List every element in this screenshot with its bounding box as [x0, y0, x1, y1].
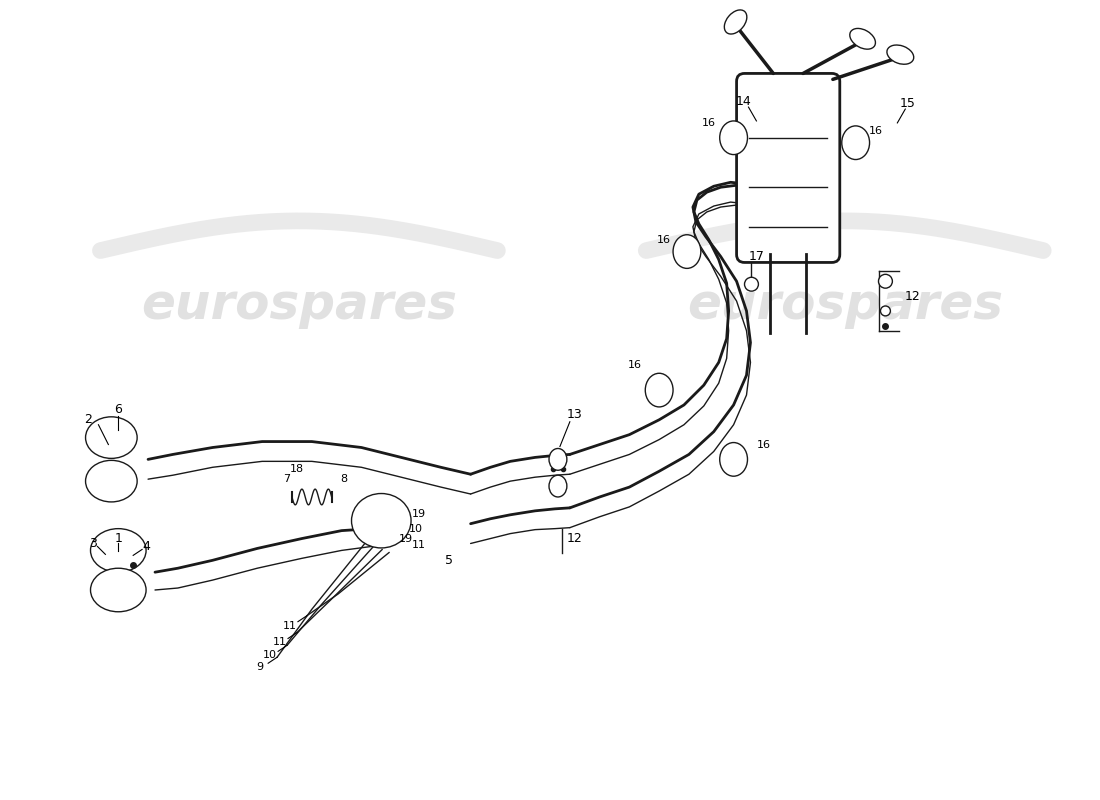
Text: 12: 12: [904, 290, 920, 302]
Ellipse shape: [842, 126, 870, 159]
Ellipse shape: [724, 10, 747, 34]
Text: 19: 19: [399, 534, 414, 543]
Text: 17: 17: [748, 250, 764, 263]
Text: 19: 19: [411, 509, 426, 519]
Ellipse shape: [673, 234, 701, 268]
Text: 13: 13: [566, 408, 583, 422]
Text: 12: 12: [566, 532, 583, 545]
Text: 9: 9: [256, 662, 264, 672]
Ellipse shape: [745, 278, 758, 291]
Text: eurospares: eurospares: [141, 281, 456, 329]
Ellipse shape: [880, 306, 890, 316]
Text: 4: 4: [142, 540, 150, 553]
Text: 14: 14: [736, 94, 751, 108]
Text: 11: 11: [283, 621, 297, 630]
Text: 11: 11: [273, 638, 287, 647]
Text: 2: 2: [85, 414, 92, 426]
Ellipse shape: [86, 460, 138, 502]
Text: 3: 3: [89, 537, 98, 550]
Ellipse shape: [90, 529, 146, 572]
Ellipse shape: [719, 121, 748, 154]
Text: 16: 16: [757, 439, 770, 450]
Ellipse shape: [352, 494, 411, 548]
Text: 16: 16: [869, 126, 882, 136]
Text: 16: 16: [627, 360, 641, 370]
Text: 10: 10: [263, 650, 277, 660]
FancyBboxPatch shape: [737, 74, 839, 262]
Text: 18: 18: [290, 464, 304, 474]
Text: 15: 15: [900, 97, 915, 110]
Ellipse shape: [850, 29, 876, 49]
Ellipse shape: [646, 374, 673, 407]
Text: 10: 10: [409, 524, 424, 534]
Text: 7: 7: [284, 474, 290, 484]
Text: 1: 1: [114, 532, 122, 545]
Text: eurospares: eurospares: [686, 281, 1003, 329]
Text: 6: 6: [114, 403, 122, 416]
Text: 11: 11: [412, 541, 426, 550]
Text: 8: 8: [340, 474, 348, 484]
Ellipse shape: [90, 568, 146, 612]
Ellipse shape: [549, 449, 566, 470]
Ellipse shape: [879, 274, 892, 288]
Ellipse shape: [887, 45, 914, 64]
Text: 5: 5: [444, 554, 453, 567]
Text: 16: 16: [657, 234, 671, 245]
Text: 16: 16: [702, 118, 716, 128]
Ellipse shape: [86, 417, 138, 458]
Ellipse shape: [549, 475, 566, 497]
Ellipse shape: [719, 442, 748, 476]
